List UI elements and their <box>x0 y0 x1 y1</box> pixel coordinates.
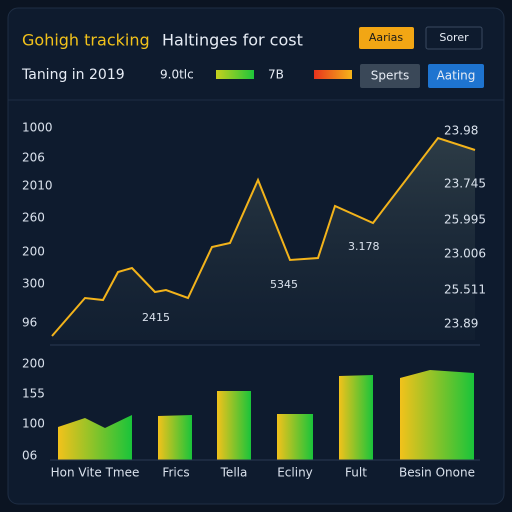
axis-label: 23.006 <box>444 247 486 261</box>
axis-label: 25.511 <box>444 283 486 297</box>
axis-label: 1000 <box>22 121 53 135</box>
area <box>52 138 475 340</box>
axis-label: 96 <box>22 316 37 330</box>
line <box>51 136 476 337</box>
bar <box>339 375 373 460</box>
subtitle: Haltinges for cost <box>162 31 303 50</box>
label: Taning in 2019 <box>21 67 125 83</box>
bar <box>58 415 132 460</box>
axis-label: 200 <box>22 357 45 371</box>
bar <box>158 415 192 460</box>
category-label: Frics <box>162 466 189 480</box>
point-label: 2415 <box>142 311 170 324</box>
point-label: 5345 <box>270 278 298 291</box>
axis-label: 2010 <box>22 179 53 193</box>
legend-label: 9.0tlc <box>160 68 194 82</box>
axis-label: 206 <box>22 151 45 165</box>
point-label: 3.178 <box>348 240 380 253</box>
button-label[interactable]: Aating <box>437 69 476 83</box>
category-label: Fult <box>345 466 367 480</box>
category-label: Ecliny <box>277 466 313 480</box>
axis-label: 06 <box>22 449 37 463</box>
legend-label: 7B <box>268 68 284 82</box>
bar <box>400 370 474 460</box>
legend-swatch <box>216 70 254 79</box>
button[interactable] <box>359 27 414 49</box>
axis-label: 23.745 <box>444 177 486 191</box>
button-label[interactable]: Aarias <box>369 31 404 44</box>
button[interactable] <box>360 64 420 88</box>
bar <box>277 414 313 460</box>
category-label: Besin Onone <box>399 466 475 480</box>
button[interactable] <box>428 64 484 88</box>
axis-label: 23.98 <box>444 124 478 138</box>
axis-label: 23.89 <box>444 317 478 331</box>
button[interactable] <box>425 26 483 50</box>
legend-swatch <box>314 70 352 79</box>
category-label: Hon Vite Tmee <box>51 466 140 480</box>
axis-label: 155 <box>22 387 45 401</box>
bar <box>217 391 251 460</box>
axis-label: 25.995 <box>444 213 486 227</box>
axis-label: 100 <box>22 417 45 431</box>
title: Gohigh tracking <box>22 31 150 50</box>
button-label[interactable]: Sorer <box>439 31 469 44</box>
category-label: Tella <box>220 466 248 480</box>
button-label[interactable]: Sperts <box>371 69 410 83</box>
axis-label: 260 <box>22 211 45 225</box>
axis-label: 300 <box>22 277 45 291</box>
axis-label: 200 <box>22 245 45 259</box>
